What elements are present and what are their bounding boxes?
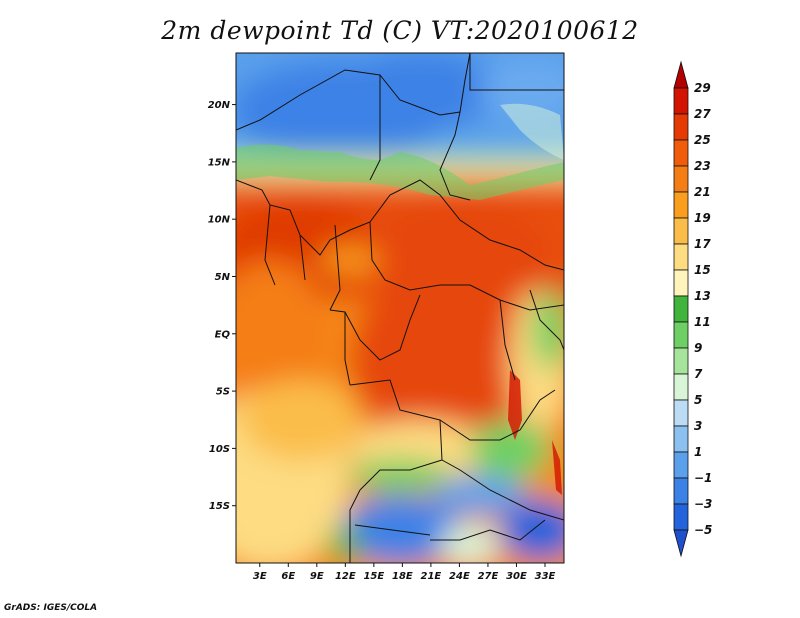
colorbar-swatch bbox=[673, 321, 689, 349]
lon-tick-label: 3E bbox=[253, 571, 267, 582]
colorbar-label: 7 bbox=[694, 367, 703, 381]
lat-tick-label: 5N bbox=[215, 272, 231, 283]
lat-tick-label: 20N bbox=[208, 100, 231, 111]
colorbar-label: 9 bbox=[694, 341, 702, 355]
colorbar-swatch bbox=[673, 529, 689, 558]
lon-tick-label: 27E bbox=[478, 571, 499, 582]
colorbar-label: 25 bbox=[694, 133, 711, 147]
lon-tick-label: 33E bbox=[535, 571, 556, 582]
country-boundaries bbox=[236, 53, 564, 563]
colorbar-label: 17 bbox=[694, 237, 711, 251]
colorbar-swatch bbox=[673, 60, 689, 89]
colorbar-label: 5 bbox=[694, 393, 702, 407]
colorbar-label: 11 bbox=[694, 315, 711, 329]
colorbar-label: 1 bbox=[694, 445, 702, 459]
lon-tick-label: 9E bbox=[310, 571, 324, 582]
lon-tick-label: 15E bbox=[363, 571, 384, 582]
colorbar-label: 23 bbox=[694, 159, 711, 173]
lon-tick-label: 6E bbox=[281, 571, 295, 582]
lat-tick-label: 10S bbox=[209, 444, 230, 455]
lat-tick-label: 15S bbox=[209, 501, 230, 512]
colorbar-swatch bbox=[673, 139, 689, 167]
lat-tick-label: EQ bbox=[215, 329, 231, 340]
colorbar-swatch bbox=[673, 269, 689, 297]
latitude-axis: 20N 15N 10N 5N EQ 5S 10S 15S bbox=[208, 100, 236, 512]
map-title: 2m dewpoint Td (C) VT:2020100612 bbox=[161, 16, 639, 45]
colorbar-label: 29 bbox=[694, 81, 711, 95]
credit-label: GrADS: IGES/COLA bbox=[4, 603, 98, 613]
colorbar-label: 3 bbox=[694, 419, 702, 433]
lon-tick-label: 30E bbox=[506, 571, 527, 582]
longitude-axis: 3E 6E 9E 12E 15E 18E 21E 24E 27E 30E 33E bbox=[253, 563, 556, 582]
colorbar-swatch bbox=[673, 165, 689, 193]
colorbar-swatch bbox=[673, 87, 689, 115]
lat-tick-label: 15N bbox=[208, 157, 231, 168]
colorbar-swatch bbox=[673, 503, 689, 531]
lon-tick-label: 21E bbox=[421, 571, 442, 582]
lat-tick-label: 5S bbox=[216, 387, 230, 398]
colorbar-swatch bbox=[673, 347, 689, 375]
colorbar-label: 19 bbox=[694, 211, 711, 225]
lon-tick-label: 24E bbox=[449, 571, 470, 582]
colorbar-swatch bbox=[673, 243, 689, 271]
colorbar: 29 27 25 23 21 19 17 15 13 11 9 7 5 3 1 −1 −3 −5 bbox=[673, 60, 712, 558]
colorbar-swatch bbox=[673, 451, 689, 479]
colorbar-swatch bbox=[673, 373, 689, 401]
lon-tick-label: 18E bbox=[392, 571, 413, 582]
colorbar-label: 21 bbox=[694, 185, 711, 199]
colorbar-label: 27 bbox=[694, 107, 711, 121]
colorbar-label: 15 bbox=[694, 263, 711, 277]
lon-tick-label: 12E bbox=[335, 571, 356, 582]
colorbar-label: −5 bbox=[694, 523, 712, 537]
colorbar-swatch bbox=[673, 217, 689, 245]
colorbar-swatch bbox=[673, 191, 689, 219]
colorbar-swatch bbox=[673, 295, 689, 323]
colorbar-swatch bbox=[673, 399, 689, 427]
colorbar-swatch bbox=[673, 113, 689, 141]
colorbar-swatch bbox=[673, 425, 689, 453]
colorbar-label: 13 bbox=[694, 289, 711, 303]
colorbar-label: −1 bbox=[694, 471, 712, 485]
colorbar-label: −3 bbox=[694, 497, 712, 511]
map-frame bbox=[235, 52, 565, 564]
lat-tick-label: 10N bbox=[208, 215, 231, 226]
colorbar-swatch bbox=[673, 477, 689, 505]
